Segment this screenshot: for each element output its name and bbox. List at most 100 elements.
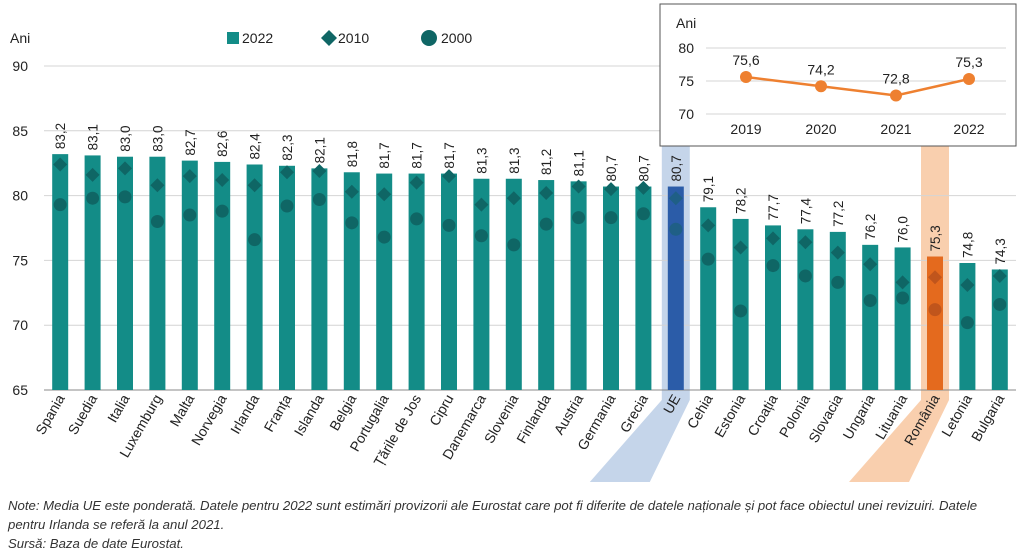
marker-2000: [345, 216, 359, 230]
x-tick-label: Belgia: [326, 391, 359, 433]
marker-2000: [280, 199, 294, 213]
marker-2010: [636, 180, 651, 195]
marker-2000: [539, 217, 553, 231]
marker-2000: [831, 275, 845, 289]
marker-2000: [86, 191, 100, 205]
bar: [149, 156, 166, 390]
inset-point: [963, 73, 975, 86]
marker-2000: [312, 192, 326, 206]
marker-2010: [280, 165, 294, 180]
x-tick-label: Spania: [32, 391, 68, 437]
inset-y-axis-label: Ani: [676, 15, 696, 31]
y-tick-label: 70: [12, 317, 28, 333]
x-tick-label: Suedia: [65, 391, 101, 437]
bar-value-label: 82,4: [248, 133, 263, 160]
marker-2010: [992, 268, 1007, 283]
marker-2010: [895, 275, 910, 290]
highlight-band-România: [849, 146, 949, 482]
marker-2000: [896, 291, 910, 305]
marker-2000: [215, 204, 229, 218]
inset-y-tick-label: 75: [678, 73, 694, 89]
bar-value-labels: 83,2 83,1 83,0 83,0 82,7 82,6 82,4 82,3 82,1 81,8…: [53, 123, 1008, 265]
inset-point: [740, 71, 752, 84]
inset-point: [815, 80, 827, 93]
marker-2010: [604, 182, 618, 197]
marker-2000: [572, 211, 586, 225]
marker-2010: [150, 178, 165, 193]
marker-2000: [507, 238, 521, 252]
bar-value-label: 81,3: [507, 147, 522, 173]
marker-2010: [118, 161, 132, 176]
marker-2010: [312, 163, 327, 178]
bar: [862, 244, 879, 390]
y-tick-labels: 65 70 75 80 85 90: [12, 58, 28, 398]
x-tick-label: Italia: [104, 391, 133, 425]
marker-2010: [830, 245, 845, 260]
marker-2010: [182, 169, 197, 184]
markers-2000: [53, 190, 1007, 330]
bar: [311, 168, 328, 390]
bar-value-label: 81,2: [539, 149, 554, 175]
inset-point: [890, 89, 902, 102]
y-tick-label: 65: [12, 382, 28, 398]
marker-2000: [993, 297, 1007, 311]
y-tick-label: 75: [12, 252, 28, 268]
x-tick-label: Austria: [551, 391, 587, 437]
bar-value-label: 76,2: [863, 214, 878, 240]
marker-2000: [669, 222, 683, 236]
bar: [927, 256, 943, 390]
bar: [829, 231, 846, 390]
bar-value-label: 82,7: [183, 129, 198, 155]
inset-x-tick-label: 2022: [953, 121, 984, 137]
bar-value-label: 81,7: [377, 142, 392, 168]
bar: [797, 229, 814, 390]
bar-value-label: 77,4: [798, 198, 813, 225]
bar: [991, 269, 1008, 390]
bar-value-label: 77,7: [766, 194, 781, 220]
inset-chart: Ani 70 75 80 75,6 74,2 72,8 75,3 2019 2020 2021 202…: [659, 3, 1017, 147]
legend: 2022 2010 2000: [227, 30, 472, 46]
marker-2010: [442, 169, 456, 184]
bar-value-label: 78,2: [734, 188, 749, 214]
inset-x-tick-label: 2021: [880, 121, 911, 137]
bar-value-label: 83,0: [118, 125, 133, 151]
bar: [214, 161, 231, 390]
legend-label: 2010: [338, 30, 369, 46]
bar: [505, 178, 522, 390]
marker-2010: [960, 278, 975, 293]
marker-2000: [118, 190, 132, 204]
marker-2010: [668, 191, 683, 206]
x-tick-label: Malta: [166, 391, 197, 429]
y-tick-label: 85: [12, 123, 28, 139]
inset-data-label: 75,3: [955, 54, 982, 70]
legend-label: 2000: [441, 30, 472, 46]
marker-2010: [53, 157, 68, 172]
marker-2010: [766, 231, 780, 246]
bar: [246, 164, 263, 390]
bar: [700, 207, 717, 390]
bar-value-label: 81,1: [572, 150, 587, 176]
bar-value-label: 81,3: [474, 147, 489, 173]
y-axis-label: Ani: [10, 30, 30, 46]
bar-value-label: 76,0: [896, 216, 911, 242]
bar: [667, 186, 684, 390]
bar: [603, 186, 619, 390]
marker-2000: [474, 229, 488, 243]
marker-2010: [571, 179, 586, 194]
legend-label: 2022: [242, 30, 273, 46]
marker-2000: [183, 208, 197, 222]
marker-2000: [863, 294, 877, 308]
marker-2000: [53, 198, 67, 212]
marker-2010: [85, 167, 100, 182]
inset-x-tick-label: 2019: [730, 121, 761, 137]
inset-data-label: 74,2: [807, 61, 834, 77]
legend-marker-diamond: [321, 30, 337, 46]
chart-notes: Note: Media UE este ponderată. Datele pe…: [8, 496, 1018, 553]
bar: [635, 186, 652, 390]
marker-2010: [701, 218, 716, 233]
x-tick-label: Cipru: [426, 392, 457, 429]
note-text: Note: Media UE este ponderată. Datele pe…: [8, 498, 978, 532]
marker-2010: [215, 173, 230, 188]
marker-2000: [960, 316, 974, 330]
